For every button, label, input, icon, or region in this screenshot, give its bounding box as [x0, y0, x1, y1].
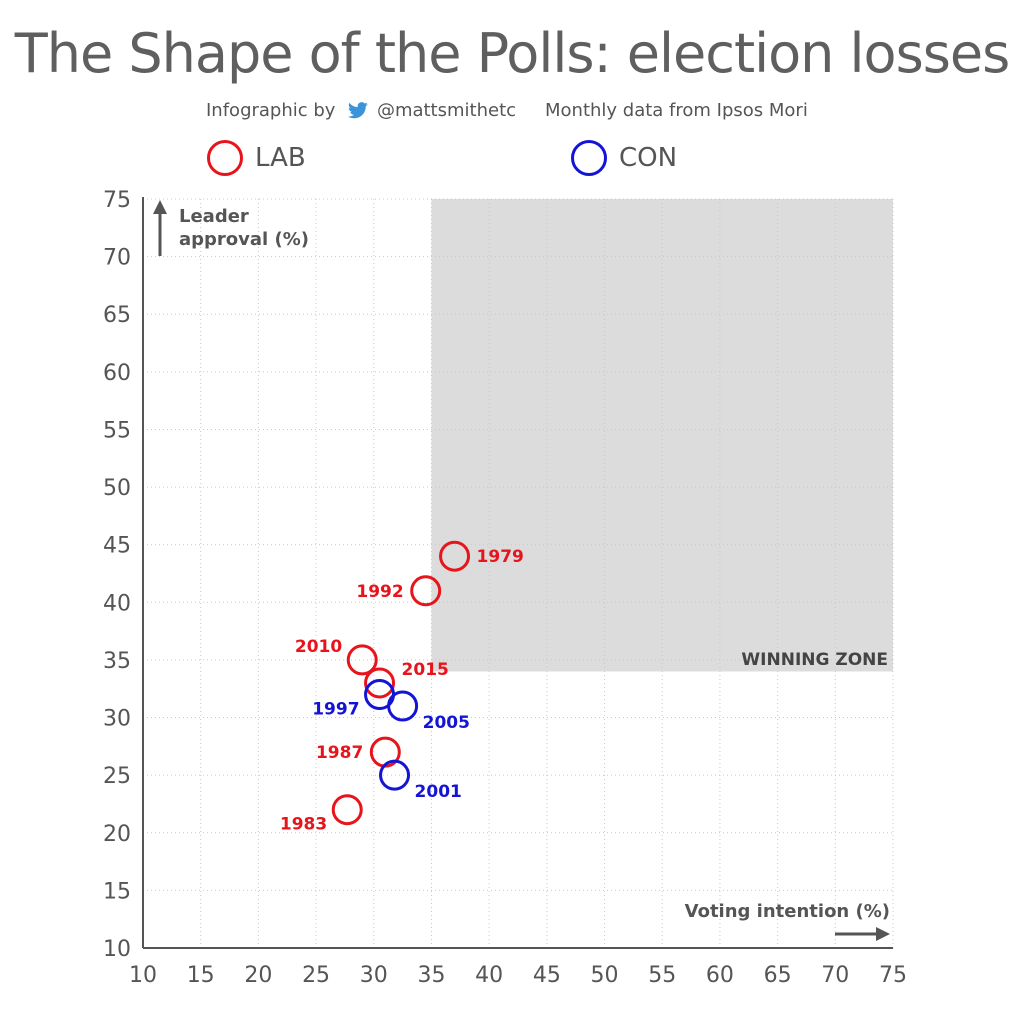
credit-handle: @mattsmithetc	[376, 100, 517, 121]
credit-line: Infographic by @mattsmithetc	[206, 100, 516, 121]
y-tick-label: 70	[103, 246, 131, 271]
chart-title: The Shape of the Polls: election losses	[14, 22, 1010, 85]
y-tick-label: 50	[103, 476, 131, 501]
winning-zone-label: WINNING ZONE	[741, 650, 888, 670]
x-axis-title: Voting intention (%)	[685, 901, 890, 922]
data-point-con-2005	[387, 690, 419, 722]
right-arrow-icon	[876, 927, 890, 941]
point-label-1987: 1987	[316, 743, 363, 763]
legend-con-label: CON	[619, 143, 678, 173]
y-tick-label: 10	[103, 937, 131, 962]
data-point-lab-1992	[410, 575, 442, 607]
data-point-con-2001	[379, 759, 411, 791]
x-tick-label: 60	[706, 963, 734, 988]
x-tick-label: 20	[244, 963, 272, 988]
legend-item-lab: LAB	[207, 138, 306, 178]
legend-lab-circle-icon	[207, 140, 243, 176]
data-point-lab-1983	[331, 794, 363, 826]
x-tick-label: 70	[821, 963, 849, 988]
legend-lab-label: LAB	[255, 143, 306, 173]
point-label-1979: 1979	[477, 547, 524, 567]
x-tick-label: 15	[187, 963, 215, 988]
x-tick-label: 25	[302, 963, 330, 988]
x-tick-label: 35	[417, 963, 445, 988]
credit-prefix: Infographic by	[206, 100, 336, 121]
point-label-1983: 1983	[280, 815, 327, 835]
y-tick-label: 65	[103, 303, 131, 328]
y-tick-label: 30	[103, 707, 131, 732]
x-tick-label: 30	[360, 963, 388, 988]
data-point-lab-2010	[346, 644, 378, 676]
x-tick-label: 10	[129, 963, 157, 988]
x-tick-label: 50	[591, 963, 619, 988]
data-source: Monthly data from Ipsos Mori	[545, 100, 808, 121]
legend-con-circle-icon	[571, 140, 607, 176]
y-tick-label: 25	[103, 764, 131, 789]
y-tick-label: 40	[103, 591, 131, 616]
x-tick-label: 75	[879, 963, 907, 988]
twitter-bird-icon	[348, 102, 369, 119]
x-tick-label: 65	[764, 963, 792, 988]
point-label-2001: 2001	[415, 782, 462, 802]
point-label-1997: 1997	[312, 699, 359, 719]
x-tick-label: 40	[475, 963, 503, 988]
point-label-2005: 2005	[423, 713, 470, 733]
up-arrow-icon	[153, 200, 167, 214]
y-tick-label: 75	[103, 188, 131, 213]
y-tick-label: 20	[103, 822, 131, 847]
point-label-1992: 1992	[356, 582, 403, 602]
y-tick-label: 55	[103, 418, 131, 443]
x-tick-label: 55	[648, 963, 676, 988]
y-tick-label: 35	[103, 649, 131, 674]
y-tick-label: 60	[103, 361, 131, 386]
y-axis-title-line2: approval (%)	[179, 229, 309, 250]
legend-item-con: CON	[571, 138, 677, 178]
point-label-2010: 2010	[295, 637, 342, 657]
y-tick-label: 45	[103, 534, 131, 559]
y-axis-title-line1: Leader	[179, 206, 249, 227]
x-tick-label: 45	[533, 963, 561, 988]
y-tick-label: 15	[103, 879, 131, 904]
data-point-lab-1979	[439, 540, 471, 572]
data-point-lab-2015	[364, 667, 396, 699]
point-label-2015: 2015	[402, 660, 449, 680]
